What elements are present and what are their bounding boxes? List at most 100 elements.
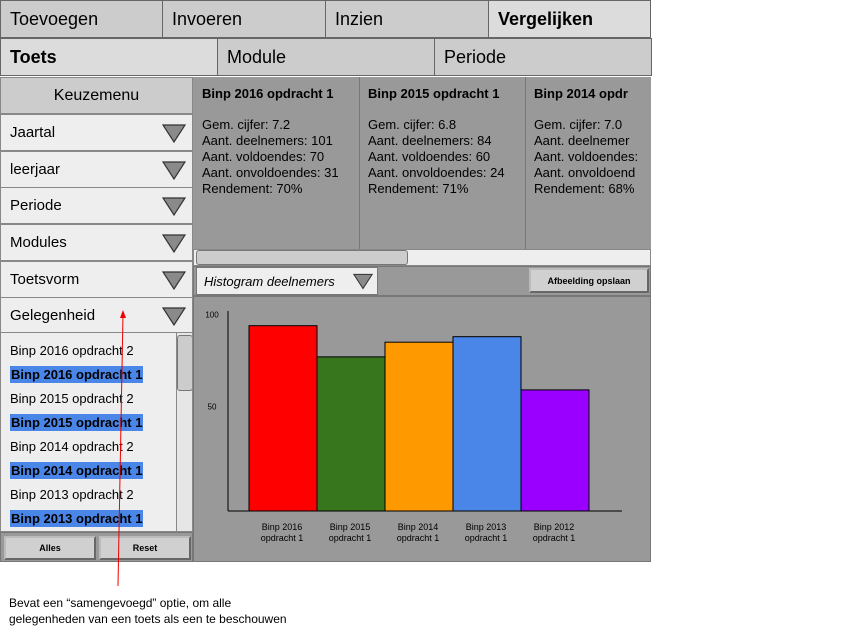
card-stat: Gem. cijfer: 7.2: [202, 117, 291, 132]
sidebar-title-text: Keuzemenu: [53, 86, 140, 104]
list-scrollbar-thumb[interactable]: [177, 335, 192, 391]
button-label: Reset: [132, 543, 158, 553]
dropdown-modules[interactable]: Modules: [0, 224, 193, 261]
dropdown-label: Jaartal: [10, 124, 56, 141]
subtab-periode[interactable]: Periode: [434, 38, 652, 76]
bar: [452, 336, 522, 512]
card-stat: Rendement: 68%: [534, 181, 635, 196]
comparison-card: Binp 2015 opdracht 1 Gem. cijfer: 6.8 Aa…: [359, 77, 526, 249]
y-tick-label: 100: [205, 311, 219, 320]
dropdown-label: leerjaar: [10, 161, 61, 178]
chevron-down-icon: [162, 307, 186, 326]
comparison-card: Binp 2014 opdr Gem. cijfer: 7.0 Aant. de…: [525, 77, 651, 249]
cards-scrollbar-thumb[interactable]: [196, 250, 408, 265]
card-title: Binp 2014 opdr: [534, 86, 628, 101]
card-stat: Aant. voldoendes: 60: [368, 149, 491, 164]
chart-type-select[interactable]: Histogram deelnemers: [196, 267, 378, 295]
dropdown-label: Periode: [10, 197, 62, 214]
x-tick-label: Binp 2014: [398, 522, 439, 532]
dropdown-label: Toetsvorm: [10, 271, 80, 288]
dropdown-leerjaar[interactable]: leerjaar: [0, 151, 193, 188]
dropdown-toetsvorm[interactable]: Toetsvorm: [0, 261, 193, 298]
subtab-label: Module: [227, 46, 287, 67]
x-tick-label: Binp 2016: [262, 522, 303, 532]
card-stat: Gem. cijfer: 7.0: [534, 117, 623, 132]
chevron-down-icon: [353, 273, 373, 290]
card-stat: Rendement: 71%: [368, 181, 469, 196]
subtab-label: Toets: [10, 46, 57, 67]
chevron-down-icon: [162, 197, 186, 216]
list-item[interactable]: Binp 2013 opdracht 2: [10, 487, 134, 502]
bar: [384, 341, 454, 512]
chevron-down-icon: [162, 124, 186, 143]
x-tick-label: opdracht 1: [397, 533, 440, 543]
card-stat: Aant. onvoldoend: [534, 165, 636, 180]
x-tick-label: Binp 2012: [534, 522, 575, 532]
bar: [316, 356, 386, 512]
card-title: Binp 2015 opdracht 1: [368, 86, 500, 101]
button-label: Afbeelding opslaan: [547, 275, 631, 286]
save-image-button[interactable]: Afbeelding opslaan: [529, 268, 649, 293]
x-tick-label: opdracht 1: [465, 533, 508, 543]
tab-invoeren[interactable]: Invoeren: [162, 0, 326, 38]
tab-inzien[interactable]: Inzien: [325, 0, 489, 38]
list-item[interactable]: Binp 2014 opdracht 1: [10, 462, 144, 479]
tab-toevoegen[interactable]: Toevoegen: [0, 0, 163, 38]
x-tick-label: opdracht 1: [329, 533, 372, 543]
comparison-card: Binp 2016 opdracht 1 Gem. cijfer: 7.2 Aa…: [193, 77, 360, 249]
tab-label: Inzien: [335, 8, 384, 29]
button-label: Alles: [39, 543, 61, 553]
tab-vergelijken[interactable]: Vergelijken: [488, 0, 651, 38]
list-item[interactable]: Binp 2016 opdracht 1: [10, 366, 144, 383]
card-stat: Aant. voldoendes: 70: [202, 149, 325, 164]
list-item[interactable]: Binp 2016 opdracht 2: [10, 343, 134, 358]
sidebar-title: Keuzemenu: [0, 77, 193, 114]
tab-label: Invoeren: [172, 8, 243, 29]
comparison-cards: Binp 2016 opdracht 1 Gem. cijfer: 7.2 Aa…: [193, 77, 651, 249]
chart-type-value: Histogram deelnemers: [204, 273, 335, 289]
dropdown-periode[interactable]: Periode: [0, 187, 193, 224]
chart-area: 50 100 Binp 2016 opdracht 1 Binp 2015 opdrach…: [193, 296, 651, 562]
subtab-toets[interactable]: Toets: [0, 38, 218, 76]
card-stat: Aant. onvoldoendes: 24: [368, 165, 505, 180]
bar: [248, 325, 318, 512]
list-item[interactable]: Binp 2013 opdracht 1: [10, 510, 144, 527]
reset-button[interactable]: Reset: [99, 536, 191, 560]
tab-label: Toevoegen: [10, 8, 99, 29]
list-item[interactable]: Binp 2015 opdracht 1: [10, 414, 144, 431]
card-stat: Aant. deelnemers: 84: [368, 133, 492, 148]
annotation-arrow: [117, 310, 126, 587]
list-item[interactable]: Binp 2015 opdracht 2: [10, 391, 134, 406]
list-item[interactable]: Binp 2014 opdracht 2: [10, 439, 134, 454]
tab-label: Vergelijken: [498, 8, 594, 29]
x-tick-label: opdracht 1: [261, 533, 304, 543]
sidebar-button-bar: Alles Reset: [0, 532, 193, 562]
x-tick-label: Binp 2013: [466, 522, 507, 532]
chevron-down-icon: [162, 234, 186, 253]
chevron-down-icon: [162, 271, 186, 290]
dropdown-label: Gelegenheid: [10, 306, 96, 324]
x-tick-label: Binp 2015: [330, 522, 371, 532]
card-title: Binp 2016 opdracht 1: [202, 86, 334, 101]
dropdown-label: Modules: [10, 234, 67, 251]
y-tick-label: 50: [208, 402, 217, 411]
card-stat: Gem. cijfer: 6.8: [368, 117, 457, 132]
annotation-note: Bevat een “samengevoegd” optie, om alle …: [9, 595, 349, 627]
card-stat: Rendement: 70%: [202, 181, 303, 196]
subtab-module[interactable]: Module: [217, 38, 435, 76]
annotation-line: gelegenheden van een toets als een te be…: [9, 612, 287, 626]
toets-list: Binp 2016 opdracht 2 Binp 2016 opdracht …: [0, 332, 193, 532]
card-stat: Aant. deelnemers: 101: [202, 133, 333, 148]
select-all-button[interactable]: Alles: [4, 536, 96, 560]
chevron-down-icon: [162, 161, 186, 180]
dropdown-gelegenheid[interactable]: Gelegenheid: [0, 297, 193, 333]
card-stat: Aant. deelnemer: [534, 133, 630, 148]
bar: [520, 389, 590, 512]
dropdown-jaartal[interactable]: Jaartal: [0, 114, 193, 151]
card-stat: Aant. onvoldoendes: 31: [202, 165, 339, 180]
subtab-label: Periode: [444, 46, 507, 67]
annotation-line: Bevat een “samengevoegd” optie, om alle: [9, 596, 232, 610]
x-tick-label: opdracht 1: [533, 533, 576, 543]
card-stat: Aant. voldoendes:: [534, 149, 639, 164]
